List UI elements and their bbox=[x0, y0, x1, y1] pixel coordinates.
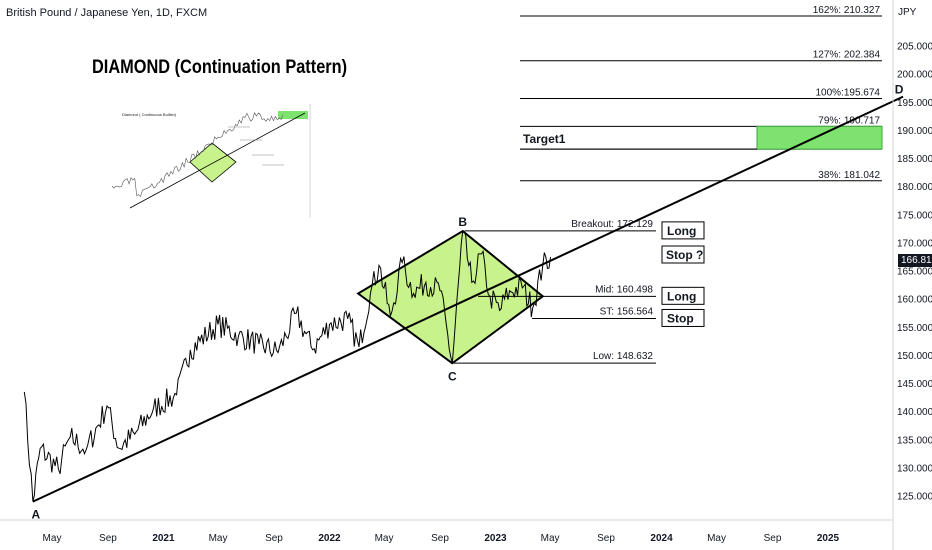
x-tick-label: May bbox=[209, 533, 228, 544]
x-tick-label: May bbox=[43, 533, 62, 544]
level-tag-text: Long bbox=[667, 224, 696, 238]
y-tick-label: 205.000 bbox=[897, 42, 932, 53]
y-tick-label: 200.000 bbox=[897, 70, 932, 81]
x-tick-label: May bbox=[707, 533, 726, 544]
y-tick-label: 155.000 bbox=[897, 323, 932, 334]
fib-label: 100%:195.674 bbox=[815, 87, 880, 98]
fib-label: 162%: 210.327 bbox=[813, 5, 881, 16]
inset-target bbox=[278, 111, 308, 119]
inset-price-line bbox=[111, 112, 284, 198]
x-tick-label: 2022 bbox=[318, 533, 341, 544]
x-tick-label: May bbox=[375, 533, 394, 544]
stop-question-text: Stop ? bbox=[666, 248, 703, 262]
level-label: Low: 148.632 bbox=[593, 351, 653, 362]
y-tick-label: 165.000 bbox=[897, 267, 932, 278]
price-series bbox=[23, 230, 551, 502]
y-tick-label: 170.000 bbox=[897, 238, 932, 249]
x-tick-label: 2023 bbox=[484, 533, 507, 544]
y-tick-label: 185.000 bbox=[897, 154, 932, 165]
y-tick-label: 135.000 bbox=[897, 435, 932, 446]
x-tick-label: Sep bbox=[99, 533, 117, 544]
diamond-vertex-label: C bbox=[448, 369, 457, 383]
symbol-title: British Pound / Japanese Yen, 1D, FXCM bbox=[6, 7, 208, 19]
target-label: Target1 bbox=[523, 132, 566, 146]
level-tag-box bbox=[661, 286, 705, 305]
inset-title: Diamond ( Continuous Bullish) bbox=[122, 112, 177, 117]
y-tick-label: 175.000 bbox=[897, 210, 932, 221]
level-tag-text: Long bbox=[667, 289, 696, 303]
y-tick-label: 125.000 bbox=[897, 492, 932, 503]
level-tag-box bbox=[661, 308, 705, 327]
stop-question-box bbox=[661, 245, 705, 264]
inset-thumbnail: Diamond ( Continuous Bullish) bbox=[111, 104, 311, 218]
x-tick-label: Sep bbox=[597, 533, 615, 544]
level-label: ST: 156.564 bbox=[600, 306, 654, 317]
fib-label: 127%: 202.384 bbox=[813, 50, 881, 61]
level-label: Mid: 160.498 bbox=[595, 284, 653, 295]
pattern-levels: Breakout: 172.129 Long Mid: 160.498 Long ST:… bbox=[454, 219, 705, 364]
trend-point-label: D bbox=[895, 83, 904, 97]
last-price-tag[interactable]: 166.815 bbox=[898, 254, 932, 267]
diamond-shape bbox=[356, 229, 545, 365]
level-tag-box bbox=[661, 221, 705, 240]
x-tick-label: 2021 bbox=[152, 533, 175, 544]
trend-point-label: A bbox=[32, 508, 41, 522]
x-tick-label: Sep bbox=[265, 533, 283, 544]
trendline: AD bbox=[32, 83, 904, 522]
pattern-title: DIAMOND (Continuation Pattern) bbox=[92, 57, 348, 78]
y-tick-label: 130.000 bbox=[897, 463, 932, 474]
y-tick-label: 140.000 bbox=[897, 407, 932, 418]
currency-label: JPY bbox=[898, 7, 917, 18]
x-tick-label: Sep bbox=[431, 533, 449, 544]
y-tick-label: 145.000 bbox=[897, 379, 932, 390]
fib-label: 38%: 181.042 bbox=[818, 170, 880, 181]
y-tick-label: 150.000 bbox=[897, 351, 932, 362]
x-tick-label: Sep bbox=[764, 533, 782, 544]
y-tick-label: 180.000 bbox=[897, 182, 932, 193]
trendline-line bbox=[32, 95, 904, 503]
x-tick-label: May bbox=[541, 533, 560, 544]
target-zone bbox=[756, 125, 883, 150]
diamond-vertex-label: B bbox=[458, 215, 467, 229]
inset-trendline bbox=[129, 112, 306, 209]
y-tick-label: 195.000 bbox=[897, 98, 932, 109]
diamond-pattern: BC bbox=[356, 215, 545, 383]
x-tick-label: 2025 bbox=[817, 533, 840, 544]
y-tick-label: 190.000 bbox=[897, 126, 932, 137]
price-line bbox=[23, 230, 551, 502]
x-tick-label: 2024 bbox=[650, 533, 673, 544]
level-tag-text: Stop bbox=[667, 311, 694, 325]
y-tick-label: 160.000 bbox=[897, 295, 932, 306]
level-label: Breakout: 172.129 bbox=[571, 219, 653, 230]
